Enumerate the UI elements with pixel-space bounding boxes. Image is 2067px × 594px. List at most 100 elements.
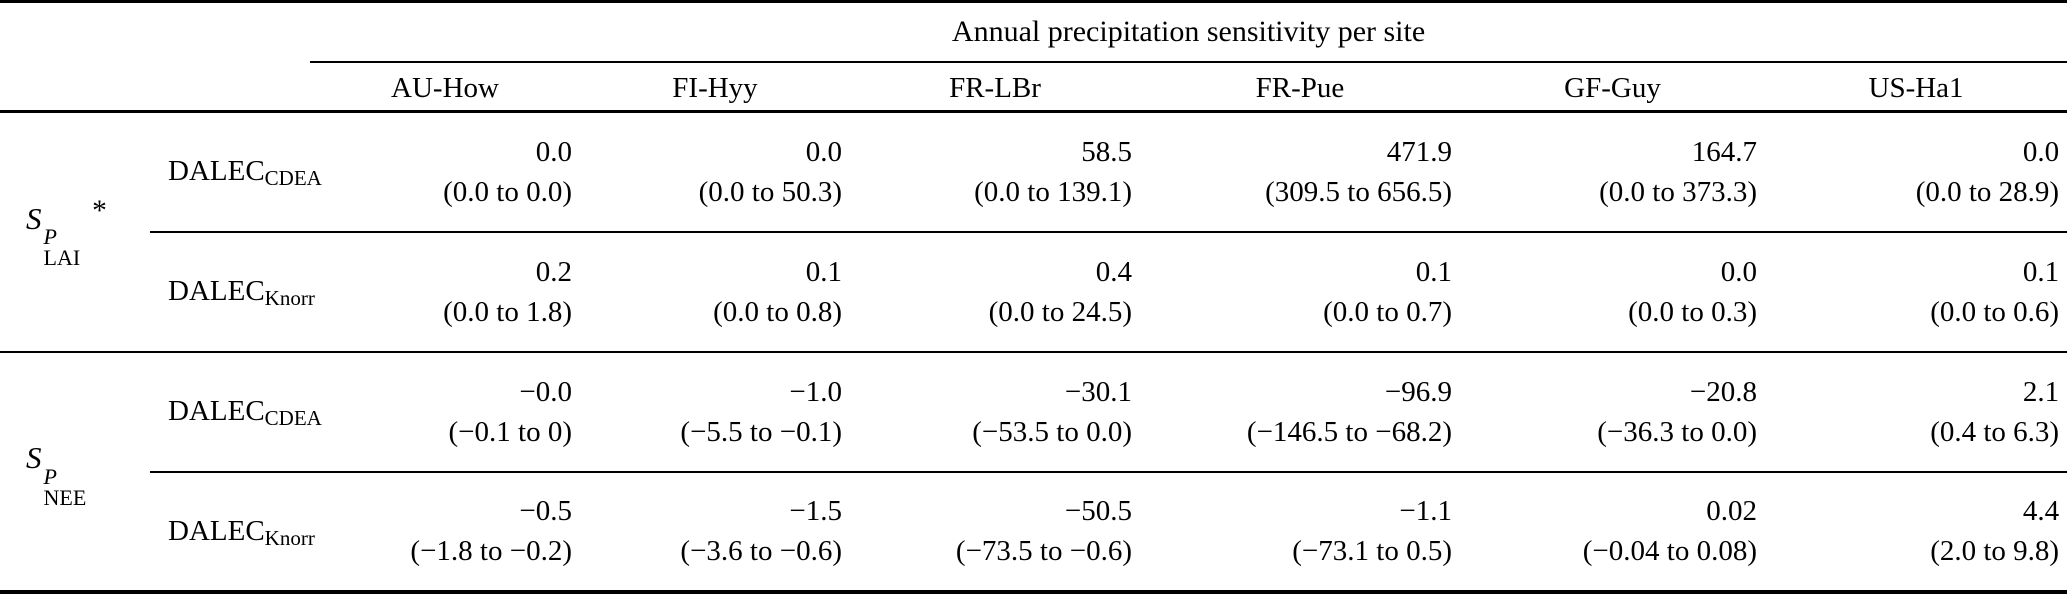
cell-value: 0.0 bbox=[535, 135, 572, 168]
cell-value: 0.0 bbox=[1720, 255, 1757, 288]
cell-slai-knorr-gf-guy: 0.0 (0.0 to 0.3) bbox=[1460, 231, 1765, 353]
cell-slai-cdea-fi-hyy: 0.0 (0.0 to 50.3) bbox=[580, 111, 850, 233]
cell-snee-knorr-fi-hyy: −1.5 (−3.6 to −0.6) bbox=[580, 472, 850, 592]
cell-range: (0.4 to 6.3) bbox=[1930, 415, 2060, 448]
cell-range: (309.5 to 656.5) bbox=[1265, 175, 1452, 208]
cell-value: 0.2 bbox=[535, 255, 572, 288]
cell-value: −30.1 bbox=[1064, 375, 1132, 408]
cell-snee-knorr-fr-lbr: −50.5 (−73.5 to −0.6) bbox=[850, 472, 1140, 592]
cell-snee-knorr-fr-pue: −1.1 (−73.1 to 0.5) bbox=[1140, 472, 1460, 592]
site-header-row: AU-How FI-Hyy FR-LBr FR-Pue GF-Guy US-Ha… bbox=[0, 61, 2067, 113]
cell-slai-cdea-gf-guy: 164.7 (0.0 to 373.3) bbox=[1460, 111, 1765, 233]
model-label-dalec-cdea: DALECCDEA bbox=[150, 111, 322, 233]
cell-value: 0.1 bbox=[1415, 255, 1452, 288]
cell-range: (−3.6 to −0.6) bbox=[680, 535, 842, 568]
symbol-base: S bbox=[26, 439, 42, 475]
cell-range: (0.0 to 0.0) bbox=[443, 175, 572, 208]
cell-range: (0.0 to 1.8) bbox=[443, 295, 572, 328]
table-row-slai-cdea: S P LAI * DALECCDEA 0.0 (0.0 to 0.0) 0.0 (0.0… bbox=[0, 111, 2067, 353]
cell-value: 0.1 bbox=[2022, 255, 2060, 288]
cell-value: −0.0 bbox=[519, 375, 572, 408]
cell-value: 4.4 bbox=[2022, 495, 2060, 528]
model-label-dalec-knorr: DALECKnorr bbox=[150, 231, 315, 353]
cell-range: (0.0 to 0.3) bbox=[1628, 295, 1757, 328]
cell-snee-cdea-au-how: −0.0 (−0.1 to 0) bbox=[310, 351, 580, 473]
row-group-label-slai: S P LAI * bbox=[0, 111, 150, 353]
symbol-supsub: P LAI bbox=[43, 224, 81, 271]
cell-range: (2.0 to 9.8) bbox=[1930, 535, 2060, 568]
cell-value: 0.0 bbox=[805, 135, 842, 168]
cell-slai-cdea-us-ha1: 0.0 (0.0 to 28.9) bbox=[1765, 111, 2067, 233]
cell-value: −20.8 bbox=[1689, 375, 1757, 408]
table-row-snee-cdea: S P NEE DALECCDEA −0.0 (−0.1 to 0) −1.0 (−5.… bbox=[0, 351, 2067, 594]
asterisk-marker: * bbox=[92, 194, 107, 227]
cell-slai-knorr-us-ha1: 0.1 (0.0 to 0.6) bbox=[1765, 231, 2067, 353]
site-column-header-fi-hyy: FI-Hyy bbox=[580, 61, 850, 113]
symbol-base: S bbox=[26, 200, 42, 236]
cell-range: (0.0 to 0.7) bbox=[1323, 295, 1452, 328]
cell-value: −0.5 bbox=[519, 495, 572, 528]
cell-range: (−36.3 to 0.0) bbox=[1597, 415, 1757, 448]
site-column-header-fr-pue: FR-Pue bbox=[1140, 61, 1460, 113]
cell-range: (0.0 to 373.3) bbox=[1599, 175, 1757, 208]
cell-range: (−1.8 to −0.2) bbox=[410, 535, 572, 568]
cell-range: (−146.5 to −68.2) bbox=[1246, 415, 1452, 448]
cell-snee-cdea-fi-hyy: −1.0 (−5.5 to −0.1) bbox=[580, 351, 850, 473]
cell-slai-cdea-fr-lbr: 58.5 (0.0 to 139.1) bbox=[850, 111, 1140, 233]
cell-snee-knorr-us-ha1: 4.4 (2.0 to 9.8) bbox=[1765, 472, 2067, 592]
model-label-dalec-knorr: DALECKnorr bbox=[168, 514, 315, 550]
cell-slai-knorr-au-how: 0.2 (0.0 to 1.8) bbox=[310, 231, 580, 353]
cell-value: 2.1 bbox=[2022, 375, 2060, 408]
cell-value: 164.7 bbox=[1691, 135, 1757, 168]
table-span-header: Annual precipitation sensitivity per sit… bbox=[310, 1, 2067, 63]
cell-snee-cdea-us-ha1: 2.1 (0.4 to 6.3) bbox=[1765, 351, 2067, 473]
cell-value: 0.02 bbox=[1706, 495, 1757, 528]
table-row-slai-knorr: DALECKnorr 0.2 (0.0 to 1.8) 0.1 (0.0 to 0.… bbox=[0, 231, 2067, 353]
cell-snee-cdea-gf-guy: −20.8 (−36.3 to 0.0) bbox=[1460, 351, 1765, 473]
cell-range: (−53.5 to 0.0) bbox=[972, 415, 1132, 448]
model-label-dalec-cdea: DALECCDEA bbox=[150, 351, 322, 473]
cell-range: (0.0 to 0.6) bbox=[1930, 295, 2060, 328]
site-column-header-gf-guy: GF-Guy bbox=[1460, 61, 1765, 113]
cell-slai-cdea-fr-pue: 471.9 (309.5 to 656.5) bbox=[1140, 111, 1460, 233]
cell-value: 0.0 bbox=[2022, 135, 2060, 168]
header-spacer bbox=[0, 2, 310, 62]
row-group-label-snee: S P NEE bbox=[0, 351, 150, 594]
cell-range: (0.0 to 24.5) bbox=[988, 295, 1132, 328]
cell-value: 0.1 bbox=[805, 255, 842, 288]
cell-range: (0.0 to 28.9) bbox=[1915, 175, 2060, 208]
header-spacer bbox=[0, 61, 310, 113]
site-column-header-fr-lbr: FR-LBr bbox=[850, 61, 1140, 113]
cell-value: 58.5 bbox=[1081, 135, 1132, 168]
cell-snee-knorr-gf-guy: 0.02 (−0.04 to 0.08) bbox=[1460, 472, 1765, 592]
cell-value: 471.9 bbox=[1386, 135, 1452, 168]
cell-range: (−73.5 to −0.6) bbox=[955, 535, 1132, 568]
cell-range: (−0.04 to 0.08) bbox=[1582, 535, 1757, 568]
cell-range: (−0.1 to 0) bbox=[448, 415, 572, 448]
cell-range: (−5.5 to −0.1) bbox=[680, 415, 842, 448]
cell-value: 0.4 bbox=[1095, 255, 1132, 288]
cell-slai-knorr-fi-hyy: 0.1 (0.0 to 0.8) bbox=[580, 231, 850, 353]
cell-range: (0.0 to 50.3) bbox=[698, 175, 842, 208]
cell-slai-cdea-au-how: 0.0 (0.0 to 0.0) bbox=[310, 111, 580, 233]
cell-value: −1.0 bbox=[789, 375, 842, 408]
cell-range: (0.0 to 0.8) bbox=[713, 295, 842, 328]
cell-value: −1.1 bbox=[1399, 495, 1452, 528]
cell-value: −96.9 bbox=[1384, 375, 1452, 408]
cell-snee-cdea-fr-pue: −96.9 (−146.5 to −68.2) bbox=[1140, 351, 1460, 473]
cell-slai-knorr-fr-lbr: 0.4 (0.0 to 24.5) bbox=[850, 231, 1140, 353]
cell-snee-cdea-fr-lbr: −30.1 (−53.5 to 0.0) bbox=[850, 351, 1140, 473]
symbol-supsub: P NEE bbox=[43, 463, 87, 510]
table-title-row: Annual precipitation sensitivity per sit… bbox=[0, 1, 2067, 63]
site-column-header-au-how: AU-How bbox=[310, 61, 580, 113]
cell-value: −50.5 bbox=[1064, 495, 1132, 528]
table-row-snee-knorr: DALECKnorr −0.5 (−1.8 to −0.2) −1.5 (−3.6 … bbox=[0, 472, 2067, 592]
cell-snee-knorr-au-how: −0.5 (−1.8 to −0.2) bbox=[310, 472, 580, 592]
cell-slai-knorr-fr-pue: 0.1 (0.0 to 0.7) bbox=[1140, 231, 1460, 353]
site-column-header-us-ha1: US-Ha1 bbox=[1765, 61, 2067, 113]
cell-range: (−73.1 to 0.5) bbox=[1292, 535, 1452, 568]
cell-range: (0.0 to 139.1) bbox=[974, 175, 1132, 208]
cell-value: −1.5 bbox=[789, 495, 842, 528]
